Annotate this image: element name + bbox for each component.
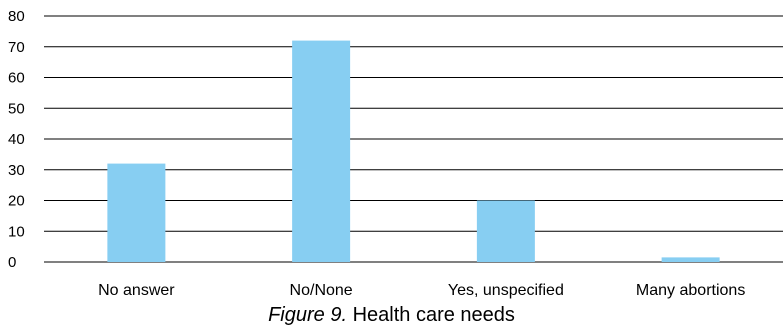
y-tick-label: 40 xyxy=(8,131,25,148)
x-category-label: Many abortions xyxy=(636,282,745,299)
y-tick-label: 0 xyxy=(8,254,16,271)
bars xyxy=(107,40,720,262)
x-category-label: Yes, unspecified xyxy=(448,282,564,299)
bar-no-answer xyxy=(107,163,166,262)
y-tick-label: 60 xyxy=(8,70,25,87)
y-tick-label: 70 xyxy=(8,39,25,56)
y-tick-label: 80 xyxy=(8,8,25,25)
y-tick-label: 10 xyxy=(8,223,25,240)
y-tick-label: 20 xyxy=(8,193,25,210)
y-tick-label: 50 xyxy=(8,100,25,117)
bar-no-none xyxy=(292,40,351,262)
bar-many-abortions xyxy=(661,257,720,262)
gridlines xyxy=(44,15,783,263)
bar-yes-unspecified xyxy=(476,200,535,262)
figure-caption-text: Health care needs xyxy=(352,304,515,326)
figure-label: Figure 9. xyxy=(268,304,348,326)
y-tick-label: 30 xyxy=(8,162,25,179)
y-axis-tick-labels: 0 10 20 30 40 50 60 70 80 xyxy=(8,8,25,271)
x-category-label: No/None xyxy=(290,282,353,299)
x-category-label: No answer xyxy=(98,282,175,299)
figure-caption: Figure 9. Health care needs xyxy=(0,304,783,327)
x-axis-category-labels: No answer No/None Yes, unspecified Many abo… xyxy=(98,282,745,299)
bar-chart: 0 10 20 30 40 50 60 70 80 No answer No/None Yes, u… xyxy=(8,8,783,299)
